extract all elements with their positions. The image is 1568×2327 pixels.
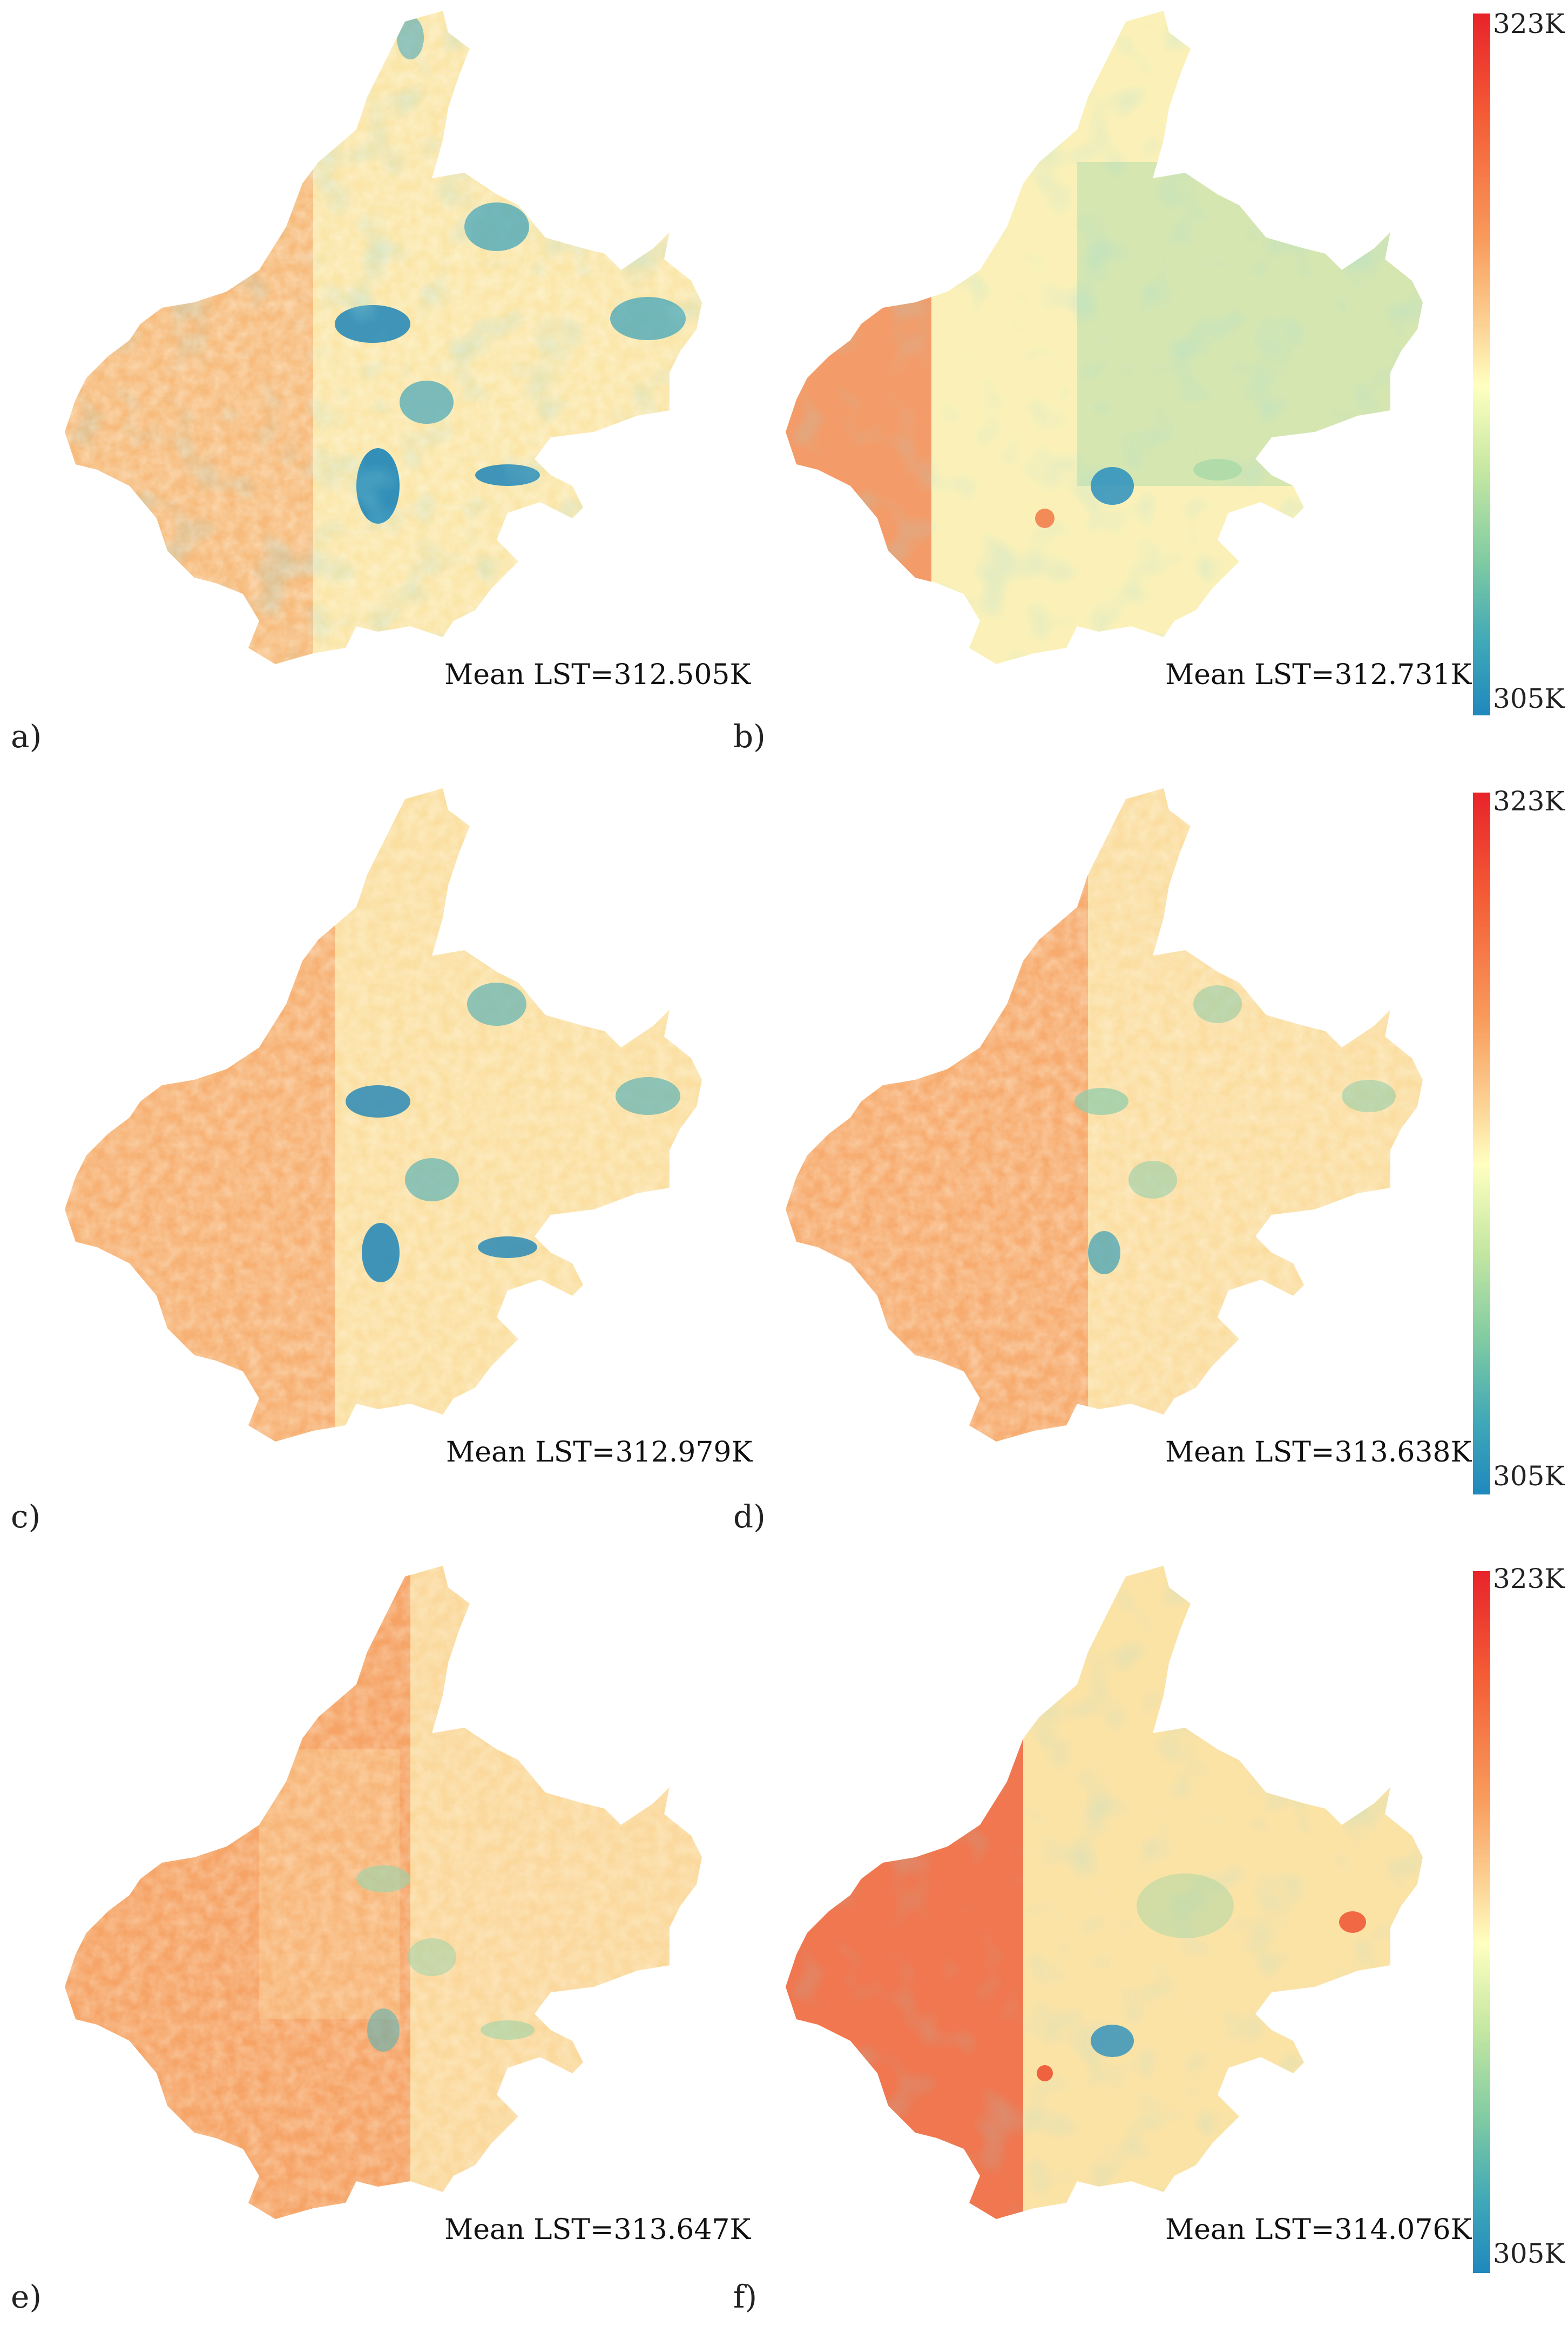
blob-layer <box>65 11 702 664</box>
panel-letter-c: c) <box>11 1498 41 1535</box>
cool-patch <box>408 1938 456 1976</box>
cool-patch <box>346 1085 410 1118</box>
mean-lst-label-c: Mean LST=312.979K <box>446 1436 753 1469</box>
mean-lst-label-a: Mean LST=312.505K <box>444 659 751 691</box>
mean-lst-label-d: Mean LST=313.638K <box>1165 1436 1472 1469</box>
cool-patch <box>356 1865 410 1892</box>
lst-map-d <box>786 788 1423 1442</box>
lst-map-f <box>786 1566 1423 2219</box>
panel-letter-b: b) <box>733 718 766 755</box>
colorbar-2 <box>1473 793 1490 1494</box>
cool-patch <box>1193 459 1242 481</box>
map-panel-e <box>32 1555 734 2230</box>
cool-patch <box>1128 1161 1177 1199</box>
cool-patch <box>1193 985 1242 1023</box>
panel-letter-f: f) <box>733 2278 758 2315</box>
colorbar-3 <box>1473 1571 1490 2273</box>
colorbar-1 <box>1473 13 1490 715</box>
blob-layer <box>786 11 1423 664</box>
cool-patch <box>616 1077 680 1115</box>
warm-patch <box>1339 1911 1366 1933</box>
warm-patch <box>1037 2065 1053 2081</box>
cool-patch <box>1091 2025 1134 2057</box>
mean-lst-label-e: Mean LST=313.647K <box>444 2214 751 2246</box>
warm-patch <box>1035 509 1055 528</box>
lst-map-a <box>65 11 702 664</box>
colorbar-1-min-label: 305K <box>1493 683 1565 714</box>
map-panel-b <box>753 0 1455 675</box>
cool-patch <box>1091 467 1134 505</box>
blob-layer <box>786 1566 1423 2219</box>
colorbar-3-min-label: 305K <box>1493 2238 1565 2269</box>
cool-patch <box>467 983 526 1026</box>
colorbar-2-max-label: 323K <box>1493 786 1565 817</box>
colorbar-1-max-label: 323K <box>1493 8 1565 39</box>
mean-lst-label-b: Mean LST=312.731K <box>1165 659 1472 691</box>
map-panel-d <box>753 777 1455 1452</box>
panel-letter-a: a) <box>11 718 42 755</box>
colorbar-2-min-label: 305K <box>1493 1460 1565 1492</box>
map-panel-f <box>753 1555 1455 2230</box>
cool-patch <box>1137 1873 1234 1938</box>
lst-map-b <box>786 11 1423 664</box>
lst-map-e <box>65 1566 702 2219</box>
map-panel-c <box>32 777 734 1452</box>
cool-patch <box>1074 1088 1128 1115</box>
colorbar-3-max-label: 323K <box>1493 1563 1565 1594</box>
map-panel-a <box>32 0 734 675</box>
cool-patch <box>367 2008 400 2052</box>
cool-patch <box>1342 1080 1396 1112</box>
speckle-layer <box>786 788 1423 1442</box>
lst-map-c <box>65 788 702 1442</box>
cool-patch <box>1088 1231 1120 1274</box>
panel-letter-d: d) <box>733 1498 766 1535</box>
cool-patch <box>478 1236 537 1258</box>
cool-patch <box>405 1158 459 1201</box>
cool-patch <box>362 1223 400 1282</box>
cool-patch <box>481 2020 535 2040</box>
mean-lst-label-f: Mean LST=314.076K <box>1165 2214 1472 2246</box>
panel-letter-e: e) <box>11 2278 42 2315</box>
